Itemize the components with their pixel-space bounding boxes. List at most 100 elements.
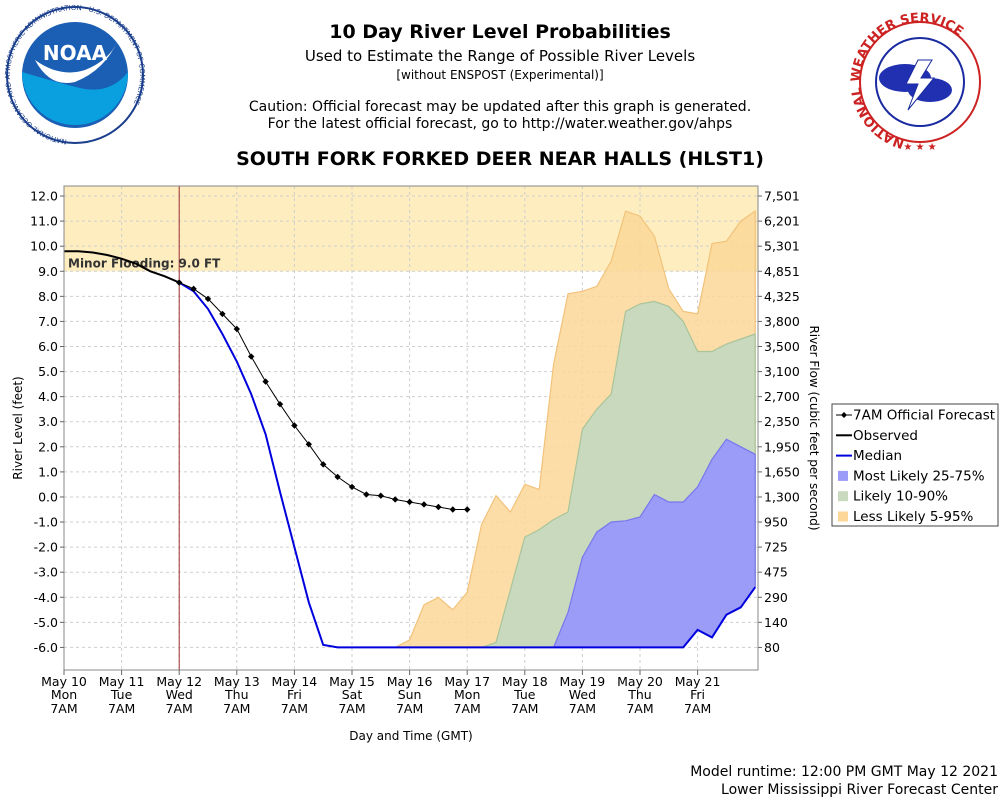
y-tick-label: 9.0 xyxy=(38,264,58,279)
x-tick-time: 7AM xyxy=(569,701,596,716)
legend-swatch-most_likely xyxy=(838,470,848,481)
y2-tick-label: 1,950 xyxy=(764,439,800,454)
forecast-point xyxy=(190,285,197,293)
y2-tick-label: 1,300 xyxy=(764,489,800,504)
forecast-point xyxy=(248,353,255,360)
nws-logo: NATIONAL WEATHER SERVICE ★ ★ ★ xyxy=(849,11,981,153)
y-tick-label: 11.0 xyxy=(30,214,58,229)
x-tick-dow: Tue xyxy=(110,687,133,702)
x-tick-date: May 16 xyxy=(387,674,433,689)
y-axis-left: 12.0 11.0 10.0 9.0 8.0 7.0 6.0 5.0 4.0 3.0 2.0 1.0 0… xyxy=(30,189,64,655)
y-tick-label: 1.0 xyxy=(38,464,58,479)
x-tick-time: 7AM xyxy=(166,701,193,716)
y2-tick-label: 290 xyxy=(764,590,788,605)
y-tick-label: -4.0 xyxy=(34,590,58,605)
y-tick-label: 8.0 xyxy=(38,289,58,304)
y2-tick-label: 3,100 xyxy=(764,364,800,379)
x-axis-label: Day and Time (GMT) xyxy=(349,729,472,743)
y2-tick-label: 3,800 xyxy=(764,314,800,329)
y-tick-label: 5.0 xyxy=(38,364,58,379)
plot-frame xyxy=(63,185,759,671)
legend-swatch-likely xyxy=(838,491,848,502)
legend-swatch-less_likely xyxy=(838,511,848,522)
y2-tick-label: 80 xyxy=(764,640,780,655)
y-tick-label: 6.0 xyxy=(38,339,58,354)
x-tick-time: 7AM xyxy=(454,701,481,716)
forecast-markers xyxy=(176,279,471,513)
forecast-point xyxy=(348,483,356,491)
forecast-point xyxy=(233,325,240,333)
y2-tick-label: 475 xyxy=(764,565,788,580)
legend-label-observed: Observed xyxy=(853,428,918,444)
x-tick-date: May 14 xyxy=(272,674,318,689)
noaa-logo-text: NOAA xyxy=(43,41,108,65)
x-tick-dow: Mon xyxy=(454,687,480,702)
median-line xyxy=(178,281,757,649)
x-tick-time: 7AM xyxy=(396,701,423,716)
caution-line-1: Caution: Official forecast may be update… xyxy=(248,99,752,115)
y-tick-label: -3.0 xyxy=(34,565,58,580)
y-tick-label: 7.0 xyxy=(38,314,58,329)
y2-tick-label: 725 xyxy=(764,540,788,555)
legend: 7AM Official Forecast Observed Median Most … xyxy=(831,403,999,527)
forecast-point xyxy=(363,491,370,498)
subtitle-note: [without ENSPOST (Experimental)] xyxy=(396,68,604,82)
forecast-point xyxy=(464,506,471,513)
forecast-point xyxy=(320,461,327,468)
x-tick-dow: Sat xyxy=(342,687,363,702)
y2-tick-label: 950 xyxy=(764,515,788,530)
x-tick-dow: Wed xyxy=(569,687,596,702)
forecast-point xyxy=(377,492,384,499)
flood-label: Minor Flooding: 9.0 FT xyxy=(68,256,221,270)
x-tick-dow: Sun xyxy=(398,687,422,702)
observed-line xyxy=(64,250,180,284)
y2-tick-label: 5,301 xyxy=(764,239,800,254)
x-tick-time: 7AM xyxy=(338,701,365,716)
legend-swatch-forecast xyxy=(841,412,847,418)
legend-label-less_likely: Less Likely 5-95% xyxy=(853,509,974,525)
legend-label-median: Median xyxy=(853,448,902,464)
forecast-point xyxy=(406,498,413,506)
x-tick-date: May 11 xyxy=(99,674,145,689)
x-tick-time: 7AM xyxy=(223,701,250,716)
x-tick-date: May 15 xyxy=(329,674,375,689)
forecast-point xyxy=(276,400,284,408)
x-tick-date: May 18 xyxy=(502,674,548,689)
model-runtime: Model runtime: 12:00 PM GMT May 12 2021 xyxy=(690,764,998,780)
y2-tick-label: 2,700 xyxy=(764,389,800,404)
y-tick-label: -6.0 xyxy=(34,640,58,655)
y2-tick-label: 140 xyxy=(764,615,788,630)
forecast-point xyxy=(262,378,269,385)
station-title: SOUTH FORK FORKED DEER NEAR HALLS (HLST1… xyxy=(236,148,764,170)
x-tick-dow: Fri xyxy=(287,687,302,702)
svg-text:★ ★ ★: ★ ★ ★ xyxy=(903,142,936,153)
page-title: 10 Day River Level Probabilities xyxy=(329,21,671,43)
forecast-point xyxy=(291,422,298,429)
y2-tick-label: 6,201 xyxy=(764,214,800,229)
legend-label-likely: Likely 10-90% xyxy=(853,489,948,505)
forecast-point xyxy=(420,501,428,508)
y-axis-label: River Level (feet) xyxy=(11,376,25,479)
x-tick-dow: Fri xyxy=(690,687,705,702)
forecast-point xyxy=(449,506,456,513)
y-axis-right: 7,501 6,201 5,301 4,851 4,325 3,800 3,500 3,100… xyxy=(758,189,800,655)
forecast-point xyxy=(435,503,442,511)
x-tick-time: 7AM xyxy=(281,701,308,716)
x-tick-time: 7AM xyxy=(108,701,135,716)
x-tick-date: May 21 xyxy=(675,674,721,689)
subtitle: Used to Estimate the Range of Possible R… xyxy=(304,47,696,65)
x-tick-time: 7AM xyxy=(684,701,711,716)
forecast-point xyxy=(334,473,341,481)
forecast-point xyxy=(176,279,183,286)
noaa-logo: NOAA NATIONAL OCEANIC AND ATMOSPHERIC AD… xyxy=(4,4,146,146)
y-tick-label: 2.0 xyxy=(38,439,58,454)
forecast-point xyxy=(392,496,399,503)
y-tick-label: -2.0 xyxy=(34,540,58,555)
x-tick-dow: Tue xyxy=(513,687,536,702)
y2-tick-label: 1,650 xyxy=(764,464,800,479)
x-tick-time: 7AM xyxy=(50,701,77,716)
x-tick-date: May 12 xyxy=(156,674,202,689)
x-tick-dow: Wed xyxy=(166,687,193,702)
